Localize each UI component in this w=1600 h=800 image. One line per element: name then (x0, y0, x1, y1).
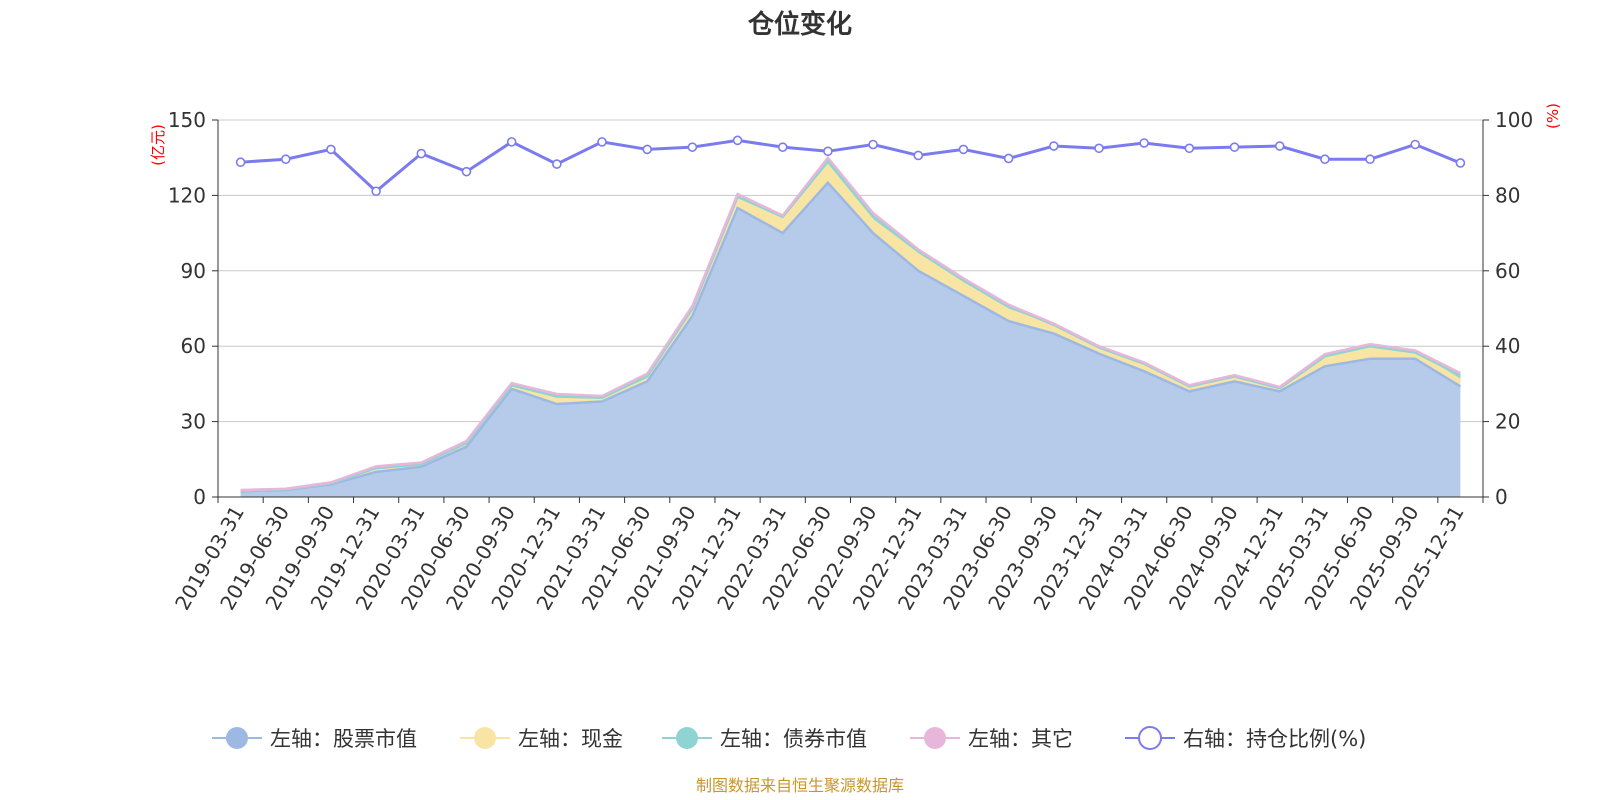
legend-stock: 左轴：股票市值 (212, 727, 417, 751)
legend-marker (924, 727, 946, 749)
legend-label: 左轴：现金 (518, 727, 623, 751)
ratio-point (326, 144, 336, 155)
legend: 左轴：股票市值 左轴：现金 左轴：债券市值 左轴：其它 右轴：持仓比例(%) (212, 726, 1366, 751)
legend-label: 左轴：债券市值 (720, 727, 867, 751)
legend-ratio: 右轴：持仓比例(%) (1125, 726, 1366, 751)
ratio-point (1139, 138, 1149, 148)
ratio-point (280, 154, 291, 165)
legend-marker (676, 727, 698, 749)
legend-other: 左轴：其它 (910, 727, 1073, 751)
ratio-point (1320, 154, 1330, 165)
legend-label: 左轴：其它 (968, 727, 1073, 751)
legend-bond: 左轴：债券市值 (662, 727, 867, 751)
ratio-point (823, 146, 833, 157)
right-axis-tick-label: 80 (1495, 183, 1520, 207)
left-axis-tick-label: 150 (168, 108, 206, 132)
chart-title: 仓位变化 (747, 9, 852, 40)
ratio-point (1003, 153, 1014, 164)
ratio-point (371, 186, 381, 197)
right-axis-tick-label: 100 (1495, 108, 1533, 132)
legend-label: 右轴：持仓比例(%) (1183, 727, 1366, 751)
right-axis-tick-label: 20 (1495, 410, 1520, 434)
ratio-point (1365, 154, 1375, 165)
stock-area-edge (240, 180, 1462, 493)
ratio-point (913, 150, 924, 161)
ratio-point (552, 159, 562, 169)
ratio-point (1229, 142, 1240, 152)
ratio-point (1274, 141, 1285, 151)
left-axis-tick-label: 60 (181, 334, 206, 358)
other-area-edge (240, 155, 1461, 492)
ratio-line-layer (235, 135, 1466, 197)
ratio-point (1410, 139, 1421, 150)
ratio-point (1184, 143, 1195, 154)
left-axis-tick-label: 0 (193, 485, 206, 509)
bond-area-edge (240, 159, 1461, 492)
ratio-point (1049, 141, 1059, 151)
area-layer (240, 155, 1462, 498)
ratio-point (777, 142, 788, 152)
ratio-point (868, 139, 878, 150)
left-axis-tick-label: 120 (168, 183, 206, 207)
legend-marker (474, 727, 496, 749)
legend-label: 左轴：股票市值 (270, 727, 417, 751)
data-source-note: 制图数据来自恒生聚源数据库 (696, 776, 904, 795)
left-axis-tick-label: 90 (181, 259, 206, 283)
ratio-point (732, 135, 743, 146)
right-axis-unit: (%) (1544, 103, 1562, 129)
ratio-point (642, 144, 652, 155)
stock-area (240, 182, 1461, 498)
ratio-point (461, 166, 472, 177)
ratio-point (416, 148, 427, 159)
ratio-point (1094, 143, 1104, 154)
right-axis-tick-label: 0 (1495, 485, 1508, 509)
right-axis-tick-label: 60 (1495, 259, 1520, 283)
legend-marker (1138, 726, 1162, 750)
ratio-line (240, 138, 1461, 194)
ratio-point (506, 137, 517, 147)
ratio-point (235, 157, 246, 168)
left-axis-tick-label: 30 (181, 410, 206, 434)
legend-marker (226, 727, 248, 749)
ratio-point (597, 137, 607, 147)
ratio-point (958, 144, 969, 155)
legend-cash: 左轴：现金 (460, 727, 623, 751)
left-axis-unit: (亿元) (149, 124, 167, 166)
ratio-point (1455, 158, 1466, 168)
right-axis-tick-label: 40 (1495, 334, 1520, 358)
ratio-point (687, 142, 698, 152)
